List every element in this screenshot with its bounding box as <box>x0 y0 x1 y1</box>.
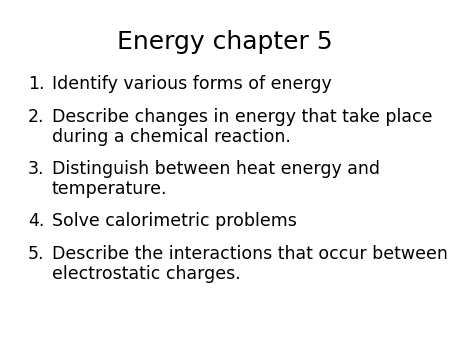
Text: Describe the interactions that occur between: Describe the interactions that occur bet… <box>52 245 448 263</box>
Text: electrostatic charges.: electrostatic charges. <box>52 265 241 283</box>
Text: 3.: 3. <box>28 160 45 178</box>
Text: temperature.: temperature. <box>52 180 167 198</box>
Text: Identify various forms of energy: Identify various forms of energy <box>52 75 332 93</box>
Text: during a chemical reaction.: during a chemical reaction. <box>52 128 291 146</box>
Text: Distinguish between heat energy and: Distinguish between heat energy and <box>52 160 380 178</box>
Text: Solve calorimetric problems: Solve calorimetric problems <box>52 212 297 230</box>
Text: 5.: 5. <box>28 245 45 263</box>
Text: Energy chapter 5: Energy chapter 5 <box>117 30 333 54</box>
Text: 4.: 4. <box>28 212 45 230</box>
Text: 2.: 2. <box>28 108 45 126</box>
Text: Describe changes in energy that take place: Describe changes in energy that take pla… <box>52 108 432 126</box>
Text: 1.: 1. <box>28 75 45 93</box>
